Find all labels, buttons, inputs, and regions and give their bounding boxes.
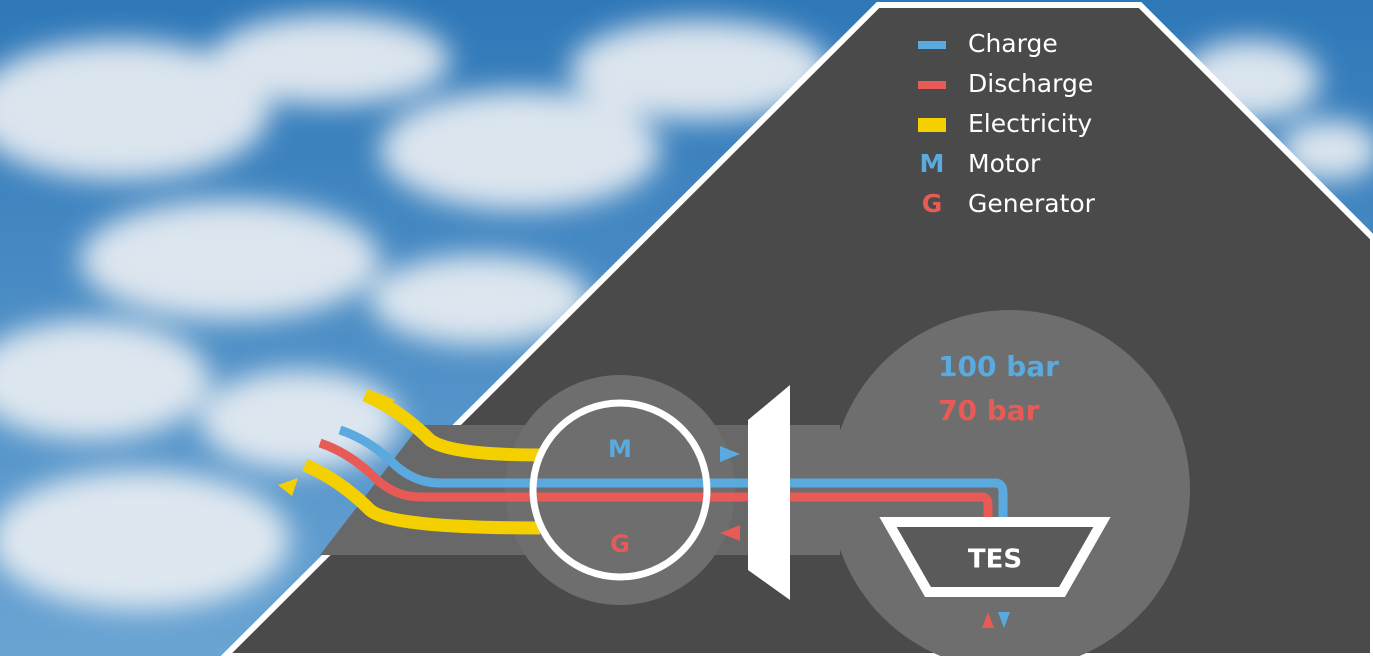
diagram: M G 100 bar 70 bar TES Charge Discharge … xyxy=(0,0,1373,656)
legend-label: Generator xyxy=(968,189,1096,218)
pressure-high: 100 bar xyxy=(938,350,1059,383)
legend-label: Discharge xyxy=(968,69,1093,98)
legend-label: Motor xyxy=(968,149,1041,178)
legend-swatch xyxy=(918,41,946,49)
page: M G 100 bar 70 bar TES Charge Discharge … xyxy=(0,0,1373,656)
legend-label: Electricity xyxy=(968,109,1092,138)
generator-label: G xyxy=(610,530,630,558)
motor-housing xyxy=(505,375,735,605)
legend-label: Charge xyxy=(968,29,1058,58)
tes-label: TES xyxy=(968,545,1022,575)
pressure-low: 70 bar xyxy=(938,394,1040,427)
legend-swatch xyxy=(918,118,946,132)
legend-symbol: G xyxy=(922,189,943,218)
legend-symbol: M xyxy=(920,149,945,178)
turbine xyxy=(748,385,790,600)
motor-label: M xyxy=(608,435,632,463)
legend-swatch xyxy=(918,81,946,89)
